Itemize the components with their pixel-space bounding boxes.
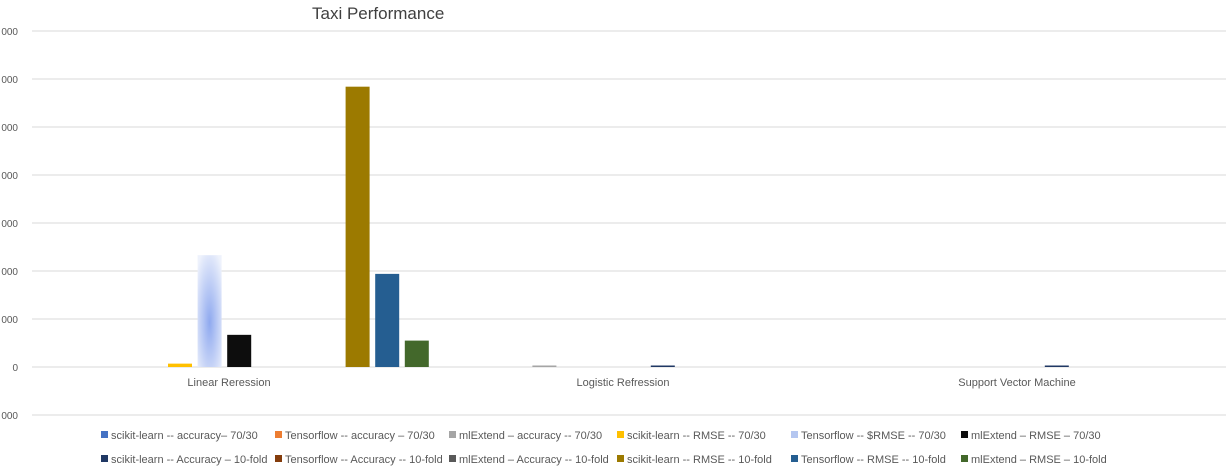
y-tick-label: 000 bbox=[1, 75, 18, 86]
bar bbox=[1044, 365, 1069, 367]
legend-swatch bbox=[101, 431, 108, 438]
chart-title: Taxi Performance bbox=[312, 4, 445, 23]
bar bbox=[532, 365, 557, 367]
legend-label: Tensorflow -- $RMSE -- 70/30 bbox=[801, 430, 946, 442]
category-label: Support Vector Machine bbox=[958, 377, 1075, 389]
legend-swatch bbox=[449, 431, 456, 438]
bars bbox=[168, 86, 1069, 368]
legend-label: mlExtend – RMSE – 70/30 bbox=[971, 430, 1101, 442]
bar bbox=[227, 334, 252, 367]
legend-swatch bbox=[101, 455, 108, 462]
legend-label: Tensorflow -- accuracy – 70/30 bbox=[285, 430, 435, 442]
legend-swatch bbox=[617, 455, 624, 462]
legend-label: scikit-learn -- RMSE -- 10-fold bbox=[627, 454, 772, 466]
legend-swatch bbox=[275, 431, 282, 438]
legend-swatch bbox=[961, 431, 968, 438]
y-tick-label: 000 bbox=[1, 315, 18, 326]
legend-swatch bbox=[961, 455, 968, 462]
legend-label: Tensorflow -- RMSE -- 10-fold bbox=[801, 454, 946, 466]
bar bbox=[375, 273, 400, 367]
legend-label: mlExtend – Accuracy -- 10-fold bbox=[459, 454, 609, 466]
y-tick-label: 000 bbox=[1, 171, 18, 182]
y-tick-label: 000 bbox=[1, 267, 18, 278]
legend-swatch bbox=[275, 455, 282, 462]
legend-label: scikit-learn -- RMSE -- 70/30 bbox=[627, 430, 766, 442]
legend-swatch bbox=[617, 431, 624, 438]
y-tick-label: 000 bbox=[1, 123, 18, 134]
y-tick-label: 000 bbox=[1, 411, 18, 422]
category-label: Logistic Refression bbox=[577, 377, 670, 389]
legend-label: scikit-learn -- Accuracy – 10-fold bbox=[111, 454, 268, 466]
x-axis-categories: Linear Reression Logistic Refression Suppo… bbox=[187, 377, 1075, 389]
y-tick-label: 000 bbox=[1, 219, 18, 230]
legend-label: Tensorflow -- Accuracy -- 10-fold bbox=[285, 454, 443, 466]
legend-label: mlExtend – RMSE – 10-fold bbox=[971, 454, 1107, 466]
bar bbox=[650, 365, 675, 367]
y-tick-label: 0 bbox=[12, 363, 18, 374]
category-label: Linear Reression bbox=[187, 377, 270, 389]
legend-label: scikit-learn -- accuracy– 70/30 bbox=[111, 430, 258, 442]
legend-swatch bbox=[449, 455, 456, 462]
legend: scikit-learn -- accuracy– 70/30 Tensorflo… bbox=[101, 430, 1107, 466]
bar bbox=[345, 86, 370, 368]
bar bbox=[168, 363, 192, 367]
legend-swatch bbox=[791, 431, 798, 438]
legend-swatch bbox=[791, 455, 798, 462]
bar bbox=[404, 340, 429, 367]
bar bbox=[197, 255, 222, 367]
y-tick-label: 000 bbox=[1, 27, 18, 38]
gridlines bbox=[32, 30, 1226, 416]
legend-label: mlExtend – accuracy -- 70/30 bbox=[459, 430, 602, 442]
